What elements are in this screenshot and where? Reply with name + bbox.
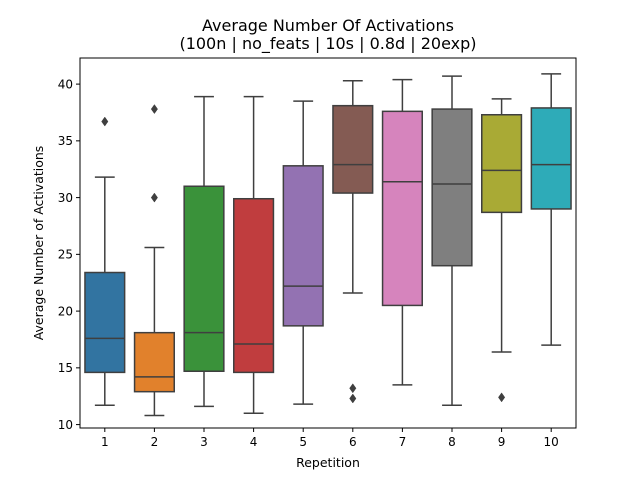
x-tick-label: 4 (250, 435, 258, 449)
box-rect (133, 331, 175, 393)
plot-marks: 10 15 20 25 30 35 40 1 2 3 4 5 6 7 8 9 10 (58, 73, 572, 449)
x-tick-label: 3 (200, 435, 208, 449)
box-rect (84, 271, 126, 374)
box-rect (183, 185, 225, 373)
x-tick-label: 5 (299, 435, 307, 449)
y-axis-label: Average Number of Activations (31, 146, 46, 341)
x-tick-label: 6 (349, 435, 357, 449)
outlier-point (349, 393, 357, 404)
box-rect (431, 108, 473, 267)
chart-title: Average Number Of Activations (202, 16, 454, 35)
x-tick-label: 1 (101, 435, 109, 449)
x-tick-label: 10 (544, 435, 559, 449)
plot-frame (79, 57, 577, 429)
box-rect (381, 110, 423, 307)
outlier-point (101, 116, 109, 127)
y-tick-label: 20 (58, 304, 73, 318)
y-tick-label: 25 (58, 248, 73, 262)
box-rect (233, 197, 275, 374)
box-rect (481, 113, 523, 214)
y-tick-label: 40 (58, 77, 73, 91)
y-tick-label: 15 (58, 361, 73, 375)
x-tick-label: 8 (448, 435, 456, 449)
y-tick-label: 35 (58, 134, 73, 148)
outlier-point (150, 192, 158, 203)
y-tick-label: 30 (58, 191, 73, 205)
x-tick-label: 9 (498, 435, 506, 449)
box-rect (282, 165, 324, 327)
x-tick-label: 2 (151, 435, 159, 449)
x-axis-label: Repetition (296, 455, 360, 470)
y-tick-label: 10 (58, 418, 73, 432)
box-rect (530, 107, 572, 210)
chart-subtitle: (100n | no_feats | 10s | 0.8d | 20exp) (179, 34, 476, 54)
outlier-point (349, 383, 357, 394)
x-tick-label: 7 (399, 435, 407, 449)
outlier-point (150, 104, 158, 115)
outlier-point (498, 392, 506, 403)
box-rect (332, 104, 374, 194)
